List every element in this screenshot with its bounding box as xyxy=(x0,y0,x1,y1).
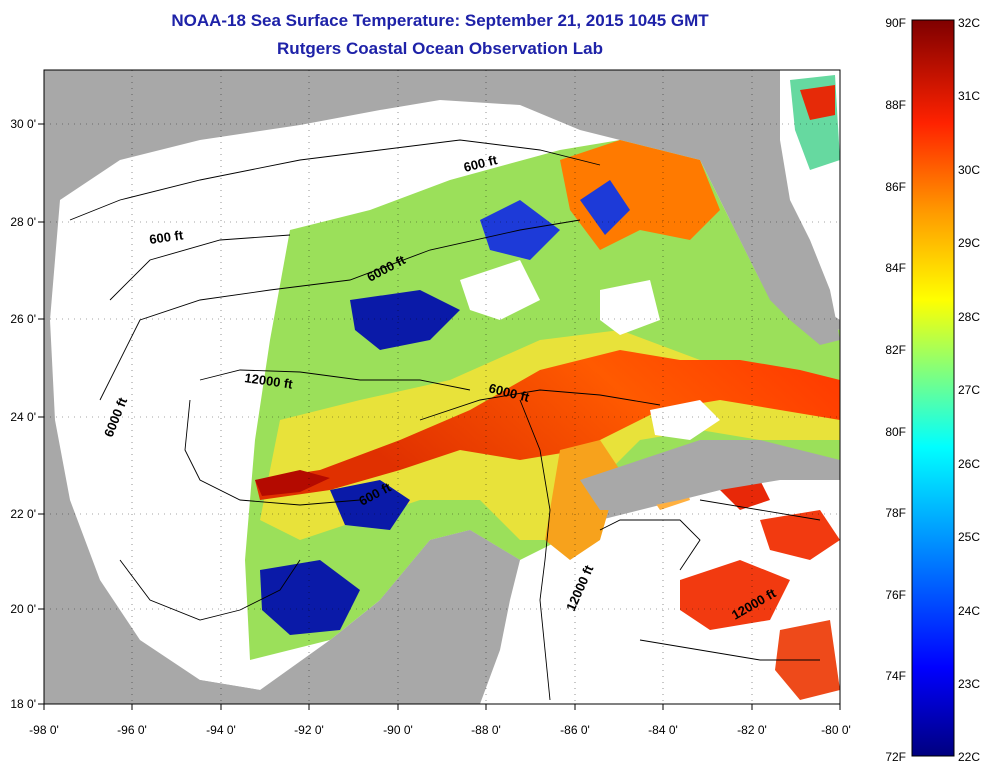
map-title: NOAA-18 Sea Surface Temperature: Septemb… xyxy=(171,11,709,30)
tick-marks xyxy=(38,123,841,710)
colorbar-gradient xyxy=(911,19,955,757)
colorbar-c-label: 25C xyxy=(958,530,980,544)
colorbar-c-label: 32C xyxy=(958,16,980,30)
lon-tick-label: -92 0' xyxy=(294,723,324,737)
yucatan-land xyxy=(300,530,520,704)
colorbar-c-label: 22C xyxy=(958,750,980,764)
lon-tick-label: -82 0' xyxy=(737,723,767,737)
colorbar-fahrenheit-labels: 90F 88F 86F 84F 82F 80F 78F 76F 74F 72F xyxy=(885,16,906,764)
map-subtitle: Rutgers Coastal Ocean Observation Lab xyxy=(277,39,603,58)
lat-tick-label: 20 0' xyxy=(10,602,36,616)
plot-frame xyxy=(43,69,841,705)
colorbar-f-label: 88F xyxy=(885,98,906,112)
lat-tick-label: 24 0' xyxy=(10,410,36,424)
lon-tick-label: -96 0' xyxy=(117,723,147,737)
graticule xyxy=(44,70,840,704)
colorbar: 90F 88F 86F 84F 82F 80F 78F 76F 74F 72F … xyxy=(885,16,980,764)
colorbar-c-label: 28C xyxy=(958,310,980,324)
colorbar-c-label: 31C xyxy=(958,89,980,103)
lat-tick-label: 28 0' xyxy=(10,215,36,229)
longitude-axis: -98 0' -96 0' -94 0' -92 0' -90 0' -88 0… xyxy=(29,723,851,737)
colorbar-celsius-labels: 32C 31C 30C 29C 28C 27C 26C 25C 24C 23C … xyxy=(958,16,980,764)
colorbar-f-label: 76F xyxy=(885,588,906,602)
lon-tick-label: -84 0' xyxy=(648,723,678,737)
lon-tick-label: -90 0' xyxy=(383,723,413,737)
cuba-land xyxy=(580,440,840,510)
lon-tick-label: -94 0' xyxy=(206,723,236,737)
florida-land xyxy=(700,120,840,345)
contour-label-12000ft: 12000 ft xyxy=(244,370,295,392)
latitude-axis: 30 0' 28 0' 26 0' 24 0' 22 0' 20 0' 18 0… xyxy=(10,117,36,711)
colorbar-c-label: 23C xyxy=(958,677,980,691)
colorbar-f-label: 78F xyxy=(885,506,906,520)
lon-tick-label: -80 0' xyxy=(821,723,851,737)
lon-tick-label: -98 0' xyxy=(29,723,59,737)
colorbar-c-label: 30C xyxy=(958,163,980,177)
lon-tick-label: -86 0' xyxy=(560,723,590,737)
colorbar-c-label: 24C xyxy=(958,604,980,618)
colorbar-f-label: 86F xyxy=(885,180,906,194)
lat-tick-label: 26 0' xyxy=(10,312,36,326)
lat-tick-label: 22 0' xyxy=(10,507,36,521)
mexico-land xyxy=(180,680,300,704)
lon-tick-label: -88 0' xyxy=(471,723,501,737)
colorbar-c-label: 26C xyxy=(958,457,980,471)
contour-label-600ft: 600 ft xyxy=(148,227,184,247)
colorbar-f-label: 74F xyxy=(885,669,906,683)
colorbar-f-label: 82F xyxy=(885,343,906,357)
colorbar-c-label: 27C xyxy=(958,383,980,397)
colorbar-f-label: 72F xyxy=(885,750,906,764)
colorbar-f-label: 80F xyxy=(885,425,906,439)
bathymetry-contours xyxy=(69,139,821,701)
lat-tick-label: 30 0' xyxy=(10,117,36,131)
colorbar-c-label: 29C xyxy=(958,236,980,250)
sst-swath xyxy=(245,75,840,700)
lat-tick-label: 18 0' xyxy=(10,697,36,711)
colorbar-f-label: 84F xyxy=(885,261,906,275)
colorbar-f-label: 90F xyxy=(885,16,906,30)
